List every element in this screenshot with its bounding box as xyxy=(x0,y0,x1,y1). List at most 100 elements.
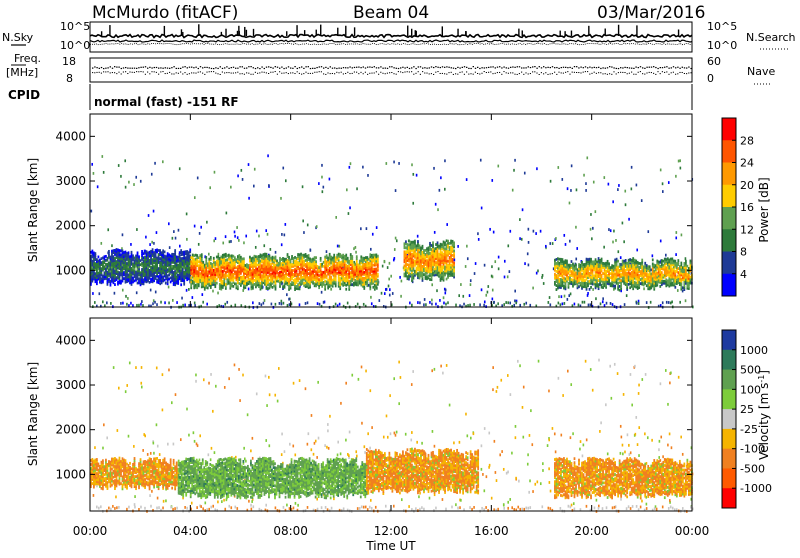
power-echo-cell xyxy=(368,272,370,275)
power-echo-cell xyxy=(260,260,262,263)
power-echo-cell xyxy=(170,277,172,280)
power-scatter-cell xyxy=(411,163,413,166)
nave-dot xyxy=(451,72,452,73)
nave-dot xyxy=(217,73,218,74)
nave-dot xyxy=(316,72,317,73)
power-echo-cell xyxy=(568,276,570,279)
nave-dot xyxy=(154,71,155,72)
power-echo-cell xyxy=(566,260,568,263)
freq-dot xyxy=(660,67,661,68)
power-echo-cell xyxy=(135,255,137,258)
freq-dot xyxy=(114,66,115,67)
power-echo-cell xyxy=(266,253,268,256)
freq-dot xyxy=(195,67,196,68)
freq-dot xyxy=(255,68,256,69)
power-scatter-cell xyxy=(367,174,369,177)
power-scatter-cell xyxy=(457,245,459,248)
power-scatter-cell xyxy=(248,288,250,291)
power-scatter-cell xyxy=(156,231,158,234)
power-scatter-cell xyxy=(92,292,94,295)
nave-dot xyxy=(484,71,485,72)
freq-dot xyxy=(453,68,454,69)
power-echo-cell xyxy=(414,240,416,243)
nave-dot xyxy=(301,74,302,75)
nave-dot xyxy=(638,72,639,73)
power-scatter-cell xyxy=(631,166,633,169)
freq-dot xyxy=(325,67,326,68)
power-echo-cell xyxy=(560,278,562,281)
power-echo-cell xyxy=(161,251,163,254)
power-scatter-cell xyxy=(470,279,472,282)
power-echo-cell xyxy=(195,254,197,257)
nave-dot xyxy=(576,72,577,73)
freq-dot xyxy=(352,67,353,68)
nave-dot xyxy=(250,74,251,75)
freq-dot xyxy=(292,68,293,69)
power-scatter-cell xyxy=(622,222,624,225)
power-echo-cell xyxy=(617,260,619,263)
nave-dot xyxy=(435,72,436,73)
power-echo-cell xyxy=(192,254,194,257)
power-scatter-cell xyxy=(275,251,277,254)
power-echo-cell xyxy=(156,249,158,252)
nave-dot xyxy=(600,72,601,73)
power-echo-cell xyxy=(635,282,637,285)
nave-dot xyxy=(574,72,575,73)
power-echo-cell xyxy=(104,265,106,268)
freq-dot xyxy=(385,68,386,69)
power-scatter-cell xyxy=(122,289,124,292)
nave-dot xyxy=(288,73,289,74)
power-echo-cell xyxy=(267,255,269,258)
freq-dot xyxy=(354,67,355,68)
freq-dot xyxy=(162,68,163,69)
power-echo-cell xyxy=(339,277,341,280)
nave-dot xyxy=(299,73,300,74)
power-scatter-cell xyxy=(252,301,254,304)
nave-dot xyxy=(195,73,196,74)
power-echo-cell xyxy=(287,259,289,262)
power-scatter-cell xyxy=(154,162,156,165)
power-echo-cell xyxy=(372,254,374,257)
power-echo-cell xyxy=(408,272,410,275)
freq-dot xyxy=(136,68,137,69)
power-echo-cell xyxy=(571,278,573,281)
power-echo-cell xyxy=(590,286,592,289)
power-scatter-cell xyxy=(602,300,604,303)
power-scatter-cell xyxy=(372,233,374,236)
power-scatter-cell xyxy=(237,174,239,177)
power-scatter-cell xyxy=(628,218,630,221)
power-echo-cell xyxy=(290,259,292,262)
freq-dot xyxy=(400,67,401,68)
freq-dot xyxy=(345,67,346,68)
freq-dot xyxy=(635,66,636,67)
power-scatter-cell xyxy=(155,291,157,294)
freq-dot xyxy=(655,67,656,68)
power-scatter-cell xyxy=(608,183,610,186)
power-echo-cell xyxy=(610,266,612,269)
nave-dot xyxy=(129,71,130,72)
power-scatter-cell xyxy=(528,241,530,244)
power-echo-cell xyxy=(429,242,431,245)
power-scatter-cell xyxy=(93,172,95,175)
nave-dot xyxy=(169,72,170,73)
freq-dot xyxy=(132,68,133,69)
power-echo-cell xyxy=(644,278,646,281)
power-echo-cell xyxy=(575,263,577,266)
power-echo-cell xyxy=(220,256,222,259)
power-echo-cell xyxy=(299,281,301,284)
nave-dot xyxy=(178,73,179,74)
power-scatter-cell xyxy=(206,221,208,224)
freq-dot xyxy=(583,67,584,68)
power-scatter-cell xyxy=(424,298,426,301)
power-scatter-cell xyxy=(460,283,462,286)
power-scatter-cell xyxy=(676,231,678,234)
power-echo-cell xyxy=(293,269,295,272)
power-echo-cell xyxy=(336,262,338,265)
nave-dot xyxy=(158,74,159,75)
power-echo-cell xyxy=(318,266,320,269)
freq-dot xyxy=(455,68,456,69)
power-echo-cell xyxy=(428,275,430,278)
power-echo-cell xyxy=(300,271,302,274)
power-echo-cell xyxy=(164,251,166,254)
freq-dot xyxy=(149,67,150,68)
